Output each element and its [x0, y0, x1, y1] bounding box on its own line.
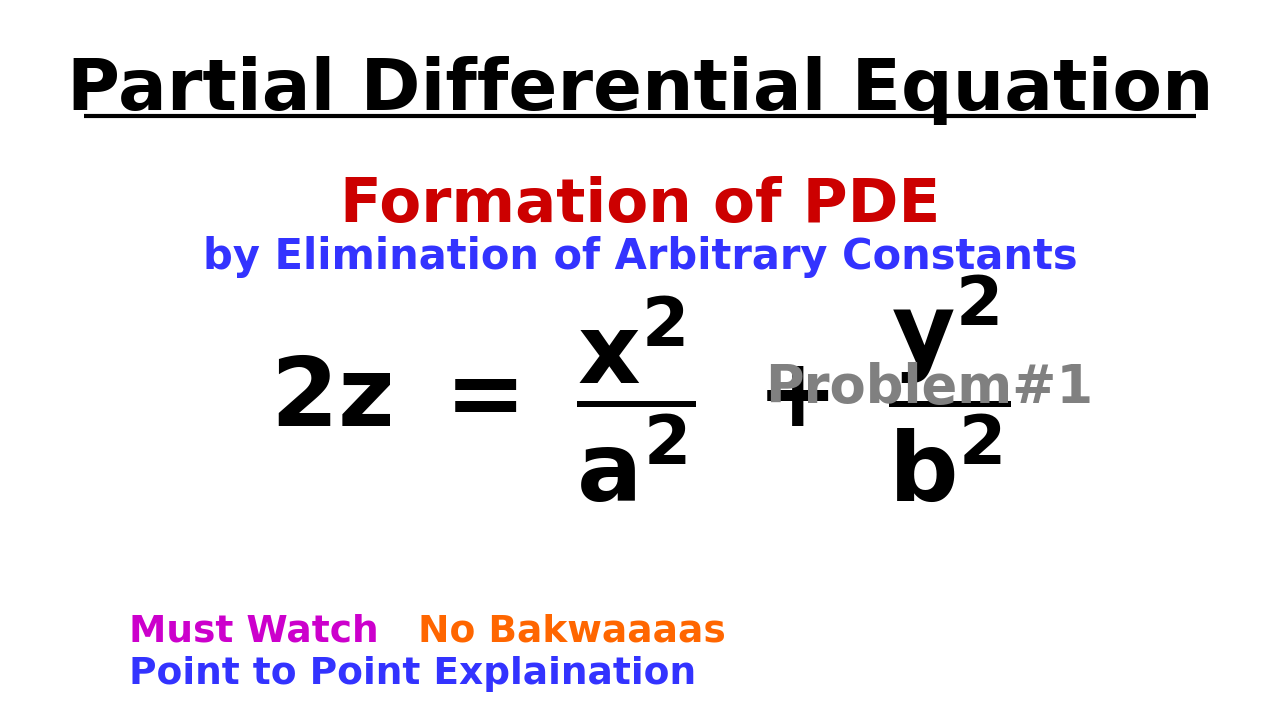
Text: Partial Differential Equation: Partial Differential Equation [67, 56, 1213, 125]
Text: by Elimination of Arbitrary Constants: by Elimination of Arbitrary Constants [202, 236, 1078, 279]
Text: No Bakwaaaas: No Bakwaaaas [417, 614, 726, 650]
Text: Problem#1: Problem#1 [765, 362, 1093, 414]
Text: $\mathbf{2z\ =\ \dfrac{x^2}{a^2}\ +\ \dfrac{y^2}{b^2}}$: $\mathbf{2z\ =\ \dfrac{x^2}{a^2}\ +\ \df… [270, 273, 1010, 503]
Text: Formation of PDE: Formation of PDE [340, 176, 940, 235]
Text: Must Watch: Must Watch [129, 614, 379, 650]
Text: Point to Point Explaination: Point to Point Explaination [129, 656, 696, 692]
